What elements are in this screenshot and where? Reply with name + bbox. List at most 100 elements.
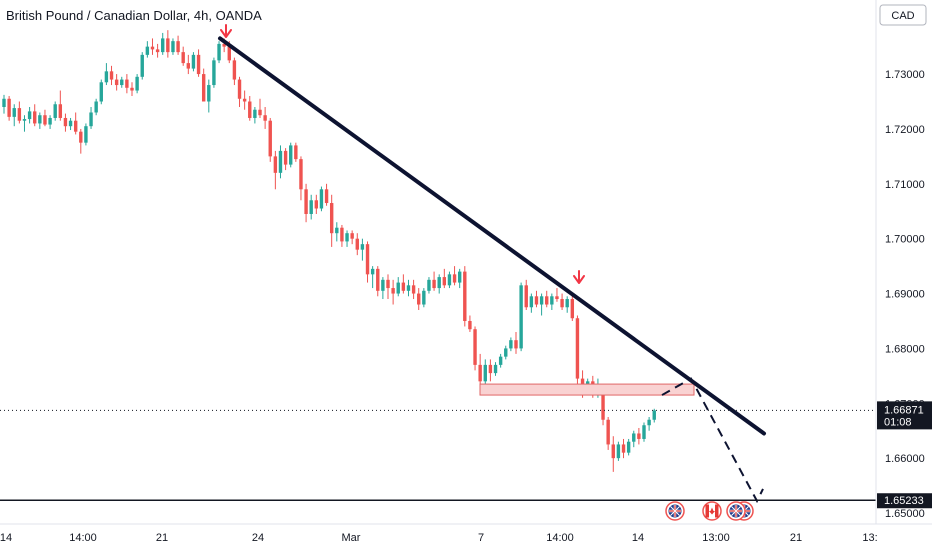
price-tick-label: 1.69000 (885, 289, 925, 301)
candle-body (114, 79, 119, 86)
candle-body (447, 274, 452, 286)
candle-body (468, 320, 472, 330)
candle-body (237, 79, 242, 99)
price-tick-label: 1.68000 (885, 343, 925, 355)
down-arrow-icon (573, 270, 585, 284)
candle-body (417, 293, 421, 305)
candle-body (411, 285, 416, 294)
price-tick-label: 1.66000 (885, 453, 925, 465)
candle-body (207, 85, 211, 102)
time-tick-label: 21 (790, 532, 802, 544)
candle-body (314, 200, 319, 209)
candle-body (565, 299, 569, 308)
currency-label: CAD (891, 10, 914, 22)
time-tick-label: Mar (342, 532, 361, 544)
candle-body (509, 340, 513, 349)
candle-body (391, 288, 395, 294)
candle-body (212, 60, 216, 86)
candle-body (514, 340, 518, 349)
time-tick-label: 14:00 (69, 532, 97, 544)
candle-body (186, 63, 191, 69)
candle-body (545, 296, 549, 305)
candle-body (463, 271, 467, 321)
candle-body (104, 71, 109, 83)
descending-trendline[interactable] (218, 36, 766, 436)
candle-body (294, 145, 298, 160)
time-tick-label: 7 (478, 532, 484, 544)
candle-body (335, 227, 339, 234)
candle-body (329, 203, 334, 234)
candle-body (381, 279, 385, 291)
candle-body (181, 52, 185, 64)
candle-body (191, 54, 196, 69)
candle-body (575, 318, 580, 379)
candle-body (360, 244, 365, 250)
candle-body (606, 419, 610, 445)
candle-body (473, 329, 477, 365)
candle-body (550, 296, 554, 305)
candle-body (48, 117, 52, 125)
candle-body (340, 227, 344, 242)
candle-body (99, 82, 103, 102)
candle-body (38, 115, 42, 124)
candle-body (370, 268, 375, 275)
candle-body (120, 79, 124, 86)
candle-body (53, 104, 57, 118)
candle-body (232, 60, 237, 80)
candle-body (73, 120, 78, 132)
price-tick-label: 1.65000 (885, 508, 925, 520)
candle-body (17, 108, 22, 121)
candle-body (135, 76, 139, 91)
candle-body (457, 271, 462, 283)
candle-body (79, 131, 83, 143)
level-price-value: 1.65233 (884, 495, 924, 507)
down-arrow-icon (220, 24, 232, 38)
candle-body (22, 119, 27, 121)
candle-body (140, 54, 144, 77)
cad-flag-icon[interactable] (702, 501, 722, 521)
candle-body (283, 150, 288, 165)
candle-body (145, 46, 150, 55)
candle-body (355, 238, 359, 250)
candle-body (632, 433, 636, 442)
candle-body (504, 348, 508, 357)
candle-body (560, 299, 564, 308)
time-tick-label: 14:00 (546, 532, 574, 544)
price-tick-label: 1.71000 (885, 179, 925, 191)
candle-body (227, 46, 231, 61)
bar-countdown: 01:08 (884, 416, 912, 428)
projection-path[interactable] (661, 377, 764, 504)
currency-badge[interactable] (879, 4, 927, 26)
candle-body (166, 38, 170, 53)
level-price-badge (877, 493, 932, 509)
candle-body (304, 189, 308, 214)
candle-body (94, 101, 98, 113)
candle-body (621, 444, 626, 453)
candle-body (350, 233, 354, 239)
candle-body (12, 108, 16, 117)
candle-body (109, 71, 114, 80)
candle-body (324, 189, 329, 204)
candle-body (33, 111, 37, 124)
gbp-flag-icon[interactable] (665, 501, 685, 521)
time-tick-label: 13: (862, 532, 877, 544)
candle-body (27, 111, 32, 120)
candle-body (2, 98, 6, 107)
candle-body (171, 41, 175, 53)
resistance-zone[interactable] (479, 383, 695, 396)
current-price-badge (877, 401, 932, 430)
candle-body (130, 87, 134, 91)
candle-body (58, 104, 63, 118)
drawings-layer (0, 24, 876, 504)
candle-body (68, 120, 73, 127)
time-tick-label: 14 (0, 532, 12, 544)
time-axis[interactable]: 14 14:00 21 24 Mar 7 14:00 14 13:00 21 13: (0, 532, 878, 544)
candle-body (365, 244, 370, 275)
candle-body (406, 285, 411, 291)
candle-body (452, 274, 457, 283)
candle-body (647, 419, 651, 426)
candle-body (483, 364, 487, 382)
gbp-flag-icon[interactable] (726, 501, 746, 521)
candle-body (376, 268, 380, 291)
